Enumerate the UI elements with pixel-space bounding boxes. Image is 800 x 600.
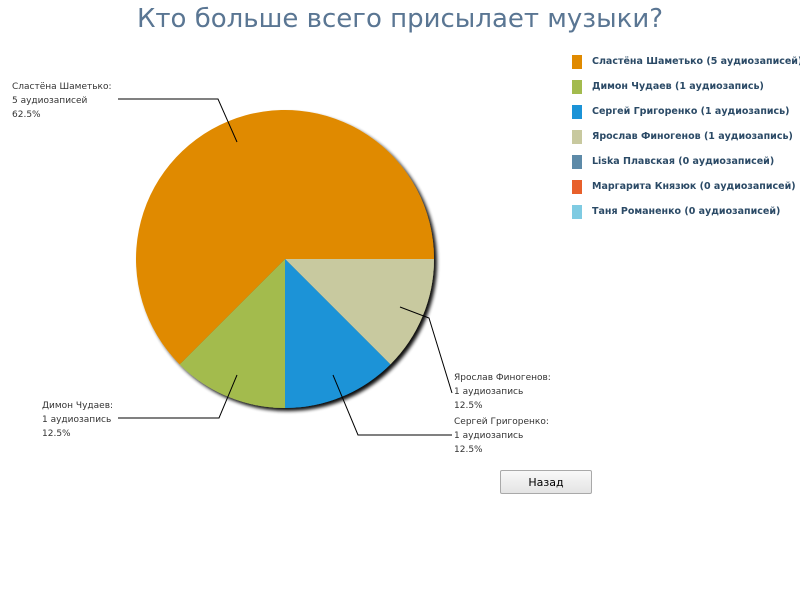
legend-item: Сергей Григоренко (1 аудиозапись) — [572, 105, 800, 130]
pie-slice — [285, 259, 391, 408]
slice-label-count: 5 аудиозаписей — [12, 96, 88, 106]
legend-swatch-icon — [572, 180, 582, 194]
legend-swatch-icon — [572, 155, 582, 169]
slice-label-count: 1 аудиозапись — [42, 415, 112, 425]
slice-label-name: Димон Чудаев: — [42, 401, 114, 411]
legend-label: Димон Чудаев (1 аудиозапись) — [592, 81, 764, 92]
leader-line-slastena — [118, 98, 238, 143]
leader-line-yaroslav — [399, 306, 453, 394]
page-title: Кто больше всего присылает музыки? — [136, 4, 664, 34]
legend-swatch-icon — [572, 205, 582, 219]
legend-label: Liska Плавская (0 аудиозаписей) — [592, 156, 775, 167]
slice-label-percent: 62.5% — [12, 110, 41, 120]
slice-label-dimon: Димон Чудаев: 1 аудиозапись 12.5% — [42, 399, 113, 441]
slice-label-name: Сергей Григоренко: — [454, 417, 549, 427]
leader-lines — [118, 98, 453, 436]
slice-label-percent: 12.5% — [42, 429, 71, 439]
slice-label-name: Ярослав Финогенов: — [454, 373, 551, 383]
legend-label: Сластёна Шаметько (5 аудиозаписей) — [592, 56, 800, 67]
legend-label: Таня Романенко (0 аудиозаписей) — [592, 206, 781, 217]
legend-item: Ярослав Финогенов (1 аудиозапись) — [572, 130, 800, 155]
legend-item: Сластёна Шаметько (5 аудиозаписей) — [572, 55, 800, 80]
pie-slice — [285, 259, 434, 365]
pie-slice — [179, 259, 285, 408]
legend-label: Маргарита Князюк (0 аудиозаписей) — [592, 181, 796, 192]
leader-line-sergey — [332, 374, 452, 436]
slice-label-percent: 12.5% — [454, 445, 483, 455]
slice-label-yaroslav: Ярослав Финогенов: 1 аудиозапись 12.5% — [454, 371, 551, 413]
legend-item: Димон Чудаев (1 аудиозапись) — [572, 80, 800, 105]
legend-label: Сергей Григоренко (1 аудиозапись) — [592, 106, 790, 117]
chart-legend: Сластёна Шаметько (5 аудиозаписей) Димон… — [572, 55, 800, 230]
legend-item: Liska Плавская (0 аудиозаписей) — [572, 155, 800, 180]
pie-slices — [135, 109, 434, 408]
legend-swatch-icon — [572, 105, 582, 119]
slice-label-count: 1 аудиозапись — [454, 387, 524, 397]
pie-slice — [135, 109, 434, 365]
legend-swatch-icon — [572, 130, 582, 144]
legend-swatch-icon — [572, 55, 582, 69]
legend-swatch-icon — [572, 80, 582, 94]
slice-label-slastena: Сластёна Шаметько: 5 аудиозаписей 62.5% — [12, 80, 112, 122]
leader-line-dimon — [118, 374, 238, 419]
slice-label-count: 1 аудиозапись — [454, 431, 524, 441]
slice-label-name: Сластёна Шаметько: — [12, 82, 112, 92]
slice-label-percent: 12.5% — [454, 401, 483, 411]
back-button[interactable]: Назад — [500, 470, 592, 494]
slice-label-sergey: Сергей Григоренко: 1 аудиозапись 12.5% — [454, 415, 549, 457]
legend-item: Маргарита Князюк (0 аудиозаписей) — [572, 180, 800, 205]
legend-label: Ярослав Финогенов (1 аудиозапись) — [592, 131, 793, 142]
legend-item: Таня Романенко (0 аудиозаписей) — [572, 205, 800, 230]
